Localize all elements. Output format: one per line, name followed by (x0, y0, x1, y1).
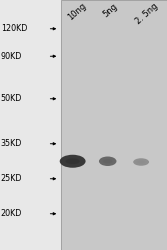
Text: 25KD: 25KD (1, 174, 22, 183)
Ellipse shape (65, 158, 80, 164)
Ellipse shape (60, 155, 86, 168)
Text: 120KD: 120KD (1, 24, 27, 33)
Bar (61, 0, 167, 250)
Text: 5ng: 5ng (101, 1, 119, 19)
Text: 10ng: 10ng (66, 1, 88, 22)
Ellipse shape (99, 156, 117, 166)
Text: 50KD: 50KD (1, 94, 22, 103)
Ellipse shape (137, 160, 145, 164)
Text: 2. 5ng: 2. 5ng (134, 1, 160, 26)
Text: 20KD: 20KD (1, 209, 22, 218)
Text: 35KD: 35KD (1, 139, 22, 148)
Ellipse shape (103, 159, 113, 164)
Text: 90KD: 90KD (1, 52, 22, 61)
Ellipse shape (133, 158, 149, 166)
